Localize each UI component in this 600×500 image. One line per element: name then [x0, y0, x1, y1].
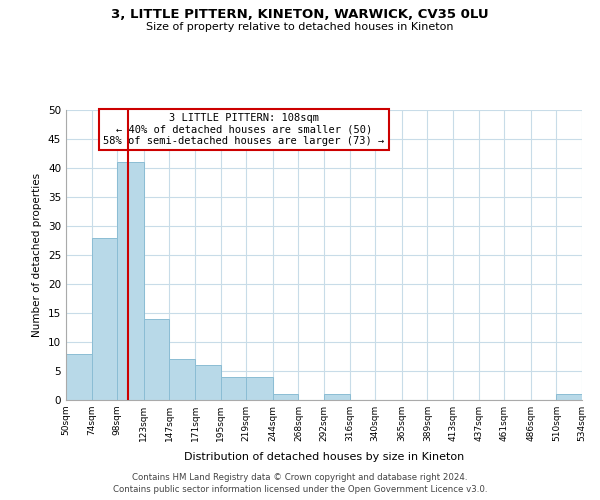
Bar	[195, 365, 221, 400]
Bar	[556, 394, 582, 400]
Bar	[246, 377, 273, 400]
Bar	[273, 394, 298, 400]
Text: Contains HM Land Registry data © Crown copyright and database right 2024.: Contains HM Land Registry data © Crown c…	[132, 472, 468, 482]
Bar	[144, 319, 169, 400]
Bar	[66, 354, 92, 400]
Y-axis label: Number of detached properties: Number of detached properties	[32, 173, 43, 337]
Bar	[92, 238, 117, 400]
Text: Size of property relative to detached houses in Kineton: Size of property relative to detached ho…	[146, 22, 454, 32]
Bar	[221, 377, 246, 400]
Bar	[169, 360, 195, 400]
Text: 3, LITTLE PITTERN, KINETON, WARWICK, CV35 0LU: 3, LITTLE PITTERN, KINETON, WARWICK, CV3…	[111, 8, 489, 20]
X-axis label: Distribution of detached houses by size in Kineton: Distribution of detached houses by size …	[184, 452, 464, 462]
Text: Contains public sector information licensed under the Open Government Licence v3: Contains public sector information licen…	[113, 485, 487, 494]
Bar	[324, 394, 350, 400]
Bar	[117, 162, 144, 400]
Text: 3 LITTLE PITTERN: 108sqm
← 40% of detached houses are smaller (50)
58% of semi-d: 3 LITTLE PITTERN: 108sqm ← 40% of detach…	[103, 113, 385, 146]
